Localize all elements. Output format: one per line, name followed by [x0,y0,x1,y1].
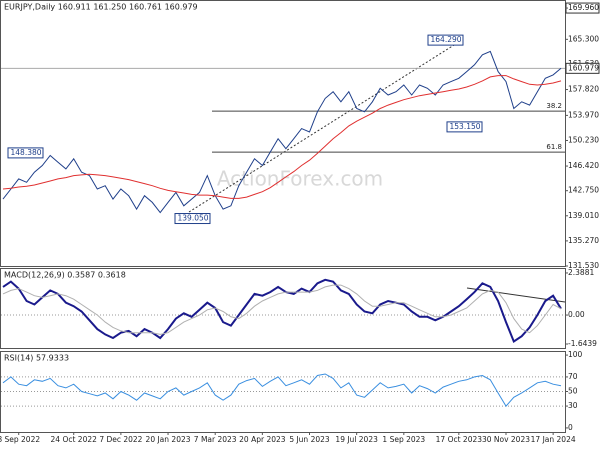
y-tick-label: 0.00 [568,310,585,319]
annotation-box [446,121,483,133]
y-tick-label: 153.970 [568,110,599,119]
annotation-label: 139.050 [178,214,209,223]
y-tick-label: -1.6439 [568,339,597,348]
series-line [2,278,562,344]
watermark: ActionForex.com [217,167,383,191]
y-tick-label: 30 [568,401,578,410]
annotation-box [7,147,44,159]
annotation-box [427,34,464,46]
y-tick-label: 165.300 [568,34,599,43]
x-tick-label: 24 Oct 2022 [51,435,98,444]
y-tick-label: 131.530 [568,261,599,270]
annotation-label: 164.290 [431,35,462,44]
price-tag: 160.979 [568,63,599,72]
fib-label: 61.8 [546,143,562,151]
macd-panel [0,268,566,349]
y-tick-label: 142.750 [568,186,599,195]
x-tick-label: 30 Nov 2023 [482,435,530,444]
price-tag-box [565,62,600,74]
x-tick-label: 19 Jul 2023 [335,435,378,444]
annotation-label: 153.150 [450,122,481,131]
macd-title: MACD(12,26,9) 0.3587 0.3618 [4,271,126,280]
series-line [2,284,562,335]
price-panel [0,0,566,267]
series-line [2,373,562,407]
x-tick-label: 20 Apr 2023 [239,435,286,444]
x-tick-label: 7 Dec 2022 [99,435,142,444]
x-tick-label: 5 Jun 2023 [289,435,330,444]
header: EURJPY,Daily 160.911 161.250 160.761 160… [4,3,198,12]
y-tick-label: 0 [568,423,573,432]
y-tick-label: 2.3881 [568,268,594,277]
x-tick-label: 8 Sep 2022 [0,435,40,444]
annotation-box [174,213,211,225]
y-tick-label: 150.230 [568,135,599,144]
x-tick-label: 1 Sep 2023 [382,435,425,444]
x-tick-label: 17 Jan 2024 [531,435,576,444]
y-tick-label: 146.420 [568,161,599,170]
y-tick-label: 100 [568,350,583,359]
y-tick-label: 70 [568,372,578,381]
x-tick-label: 17 Oct 2023 [436,435,483,444]
annotation-label: 148.380 [11,148,42,157]
y-tick-label: 50 [568,387,578,396]
y-tick-label: 169.960 [568,3,599,12]
series-line [2,75,562,199]
series-line [2,50,562,214]
y-tick-label: 135.270 [568,236,599,245]
y-tick-label: 139.010 [568,211,599,220]
x-tick-label: 20 Jan 2023 [146,435,191,444]
rsi-title: RSI(14) 57.9333 [4,354,69,363]
y-tick-label: 157.820 [568,85,599,94]
x-tick-label: 7 Mar 2023 [194,435,237,444]
fib-label: 38.2 [546,102,562,110]
